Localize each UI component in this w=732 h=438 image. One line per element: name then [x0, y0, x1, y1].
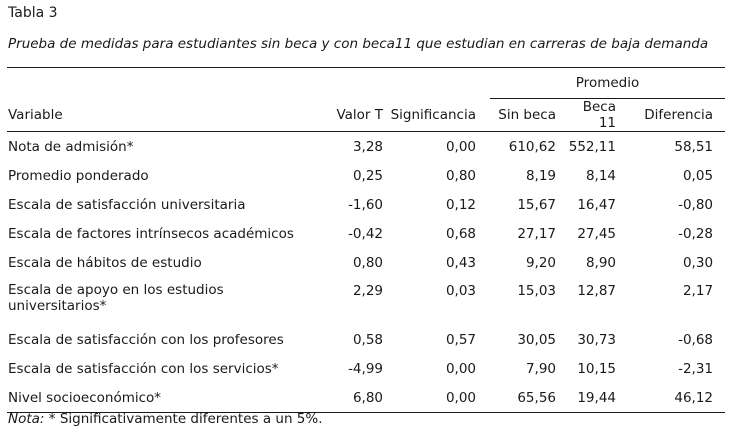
cell-variable: Escala de satisfacción con los servicios… — [8, 360, 279, 377]
cell-significancia: 0,00 — [445, 138, 476, 155]
table-note: Nota: * Significativamente diferentes a … — [8, 411, 323, 427]
cell-valor-t: -1,60 — [348, 196, 383, 213]
data-table-container: Promedio Variable Valor T Significancia Sin… — [7, 67, 726, 413]
note-text: * Significativamente diferentes a un 5%. — [44, 411, 323, 427]
cell-beca-11: 19,44 — [566, 383, 640, 413]
cell-valor-t: 0,25 — [352, 167, 383, 184]
table-row: Promedio ponderado 0,25 0,80 8,19 8,14 0,05 — [7, 161, 725, 190]
cell-sin-beca: 9,20 — [525, 254, 556, 271]
cell-valor-t: 0,80 — [352, 254, 383, 271]
cell-sin-beca: 65,56 — [490, 383, 566, 413]
table-row: Escala de satisfacción universitaria -1,6… — [7, 190, 725, 219]
header-sin-beca: Sin beca — [490, 98, 566, 132]
cell-diferencia: 2,17 — [682, 283, 714, 299]
cell-diferencia: -0,28 — [678, 225, 714, 242]
header-beca-11: Beca 11 — [566, 98, 640, 132]
cell-diferencia: 0,30 — [682, 254, 714, 271]
cell-variable: Nota de admisión* — [8, 138, 134, 155]
cell-significancia: 0,80 — [445, 167, 476, 184]
cell-diferencia: -2,31 — [678, 360, 714, 377]
cell-beca-11: 27,45 — [577, 225, 616, 242]
cell-significancia: 0,68 — [445, 225, 476, 242]
cell-significancia: 0,12 — [445, 196, 476, 213]
cell-beca-11: 30,73 — [577, 331, 616, 348]
cell-beca-11: 8,90 — [585, 254, 616, 271]
cell-valor-t: 3,28 — [352, 138, 383, 155]
cell-diferencia: 0,05 — [682, 167, 714, 184]
header-variable: Variable — [7, 98, 297, 132]
cell-valor-t: -4,99 — [348, 360, 383, 377]
cell-sin-beca: 8,19 — [525, 167, 556, 184]
table-caption: Prueba de medidas para estudiantes sin b… — [8, 36, 709, 52]
header-valor-t: Valor T — [297, 98, 387, 132]
cell-significancia: 0,43 — [445, 254, 476, 271]
cell-sin-beca: 7,90 — [525, 360, 556, 377]
cell-diferencia: -0,68 — [678, 331, 714, 348]
note-label: Nota: — [8, 411, 45, 427]
cell-variable: Promedio ponderado — [8, 167, 149, 184]
table-row: Escala de satisfacción con los profesore… — [7, 325, 725, 354]
header-significancia: Significancia — [387, 98, 490, 132]
cell-beca-11: 8,14 — [585, 167, 616, 184]
cell-significancia: 0,00 — [445, 360, 476, 377]
cell-sin-beca: 15,67 — [517, 196, 556, 213]
cell-sin-beca: 30,05 — [517, 331, 556, 348]
cell-significancia: 0,57 — [445, 331, 476, 348]
cell-beca-11: 12,87 — [577, 283, 616, 299]
cell-valor-t: 2,29 — [352, 283, 383, 299]
cell-sin-beca: 27,17 — [517, 225, 556, 242]
cell-significancia: 0,03 — [445, 283, 476, 299]
column-header-row: Variable Valor T Significancia Sin beca Beca… — [7, 98, 726, 132]
table-row: Escala de hábitos de estudio 0,80 0,43 9,20… — [7, 248, 725, 277]
cell-diferencia: 46,12 — [640, 383, 726, 413]
cell-beca-11: 16,47 — [577, 196, 616, 213]
table-row: Nivel socioeconómico* 6,80 0,00 65,56 19,44 4… — [7, 383, 726, 413]
cell-diferencia: -0,80 — [678, 196, 714, 213]
table-number: Tabla 3 — [8, 5, 58, 21]
header-diferencia: Diferencia — [640, 98, 726, 132]
cell-variable: Escala de satisfacción con los profesore… — [8, 331, 284, 348]
table-row: Escala de factores intrínsecos académico… — [7, 219, 725, 248]
cell-beca-11: 10,15 — [577, 360, 616, 377]
data-table: Promedio Variable Valor T Significancia Sin… — [7, 67, 726, 413]
cell-variable: Escala de factores intrínsecos académico… — [8, 225, 294, 242]
table-row: Escala de apoyo en los estudios universi… — [7, 277, 725, 325]
table-body: Nota de admisión* 3,28 0,00 610,62 552,11 58,… — [7, 132, 726, 413]
table-row: Escala de satisfacción con los servicios… — [7, 354, 725, 383]
cell-diferencia: 58,51 — [674, 138, 714, 155]
group-header-row: Promedio — [7, 67, 726, 99]
group-header-promedio: Promedio — [490, 67, 726, 99]
cell-variable: Nivel socioeconómico* — [7, 383, 297, 413]
cell-sin-beca: 15,03 — [517, 283, 556, 299]
cell-variable: Escala de satisfacción universitaria — [8, 196, 246, 213]
cell-valor-t: 0,58 — [352, 331, 383, 348]
cell-sin-beca: 610,62 — [508, 138, 556, 155]
cell-significancia: 0,00 — [387, 383, 490, 413]
cell-beca-11: 552,11 — [568, 138, 616, 155]
cell-valor-t: 6,80 — [297, 383, 387, 413]
table-row: Nota de admisión* 3,28 0,00 610,62 552,11 58,… — [7, 132, 725, 162]
cell-valor-t: -0,42 — [348, 225, 383, 242]
cell-variable: Escala de apoyo en los estudios universi… — [8, 282, 224, 314]
cell-variable: Escala de hábitos de estudio — [8, 254, 202, 271]
